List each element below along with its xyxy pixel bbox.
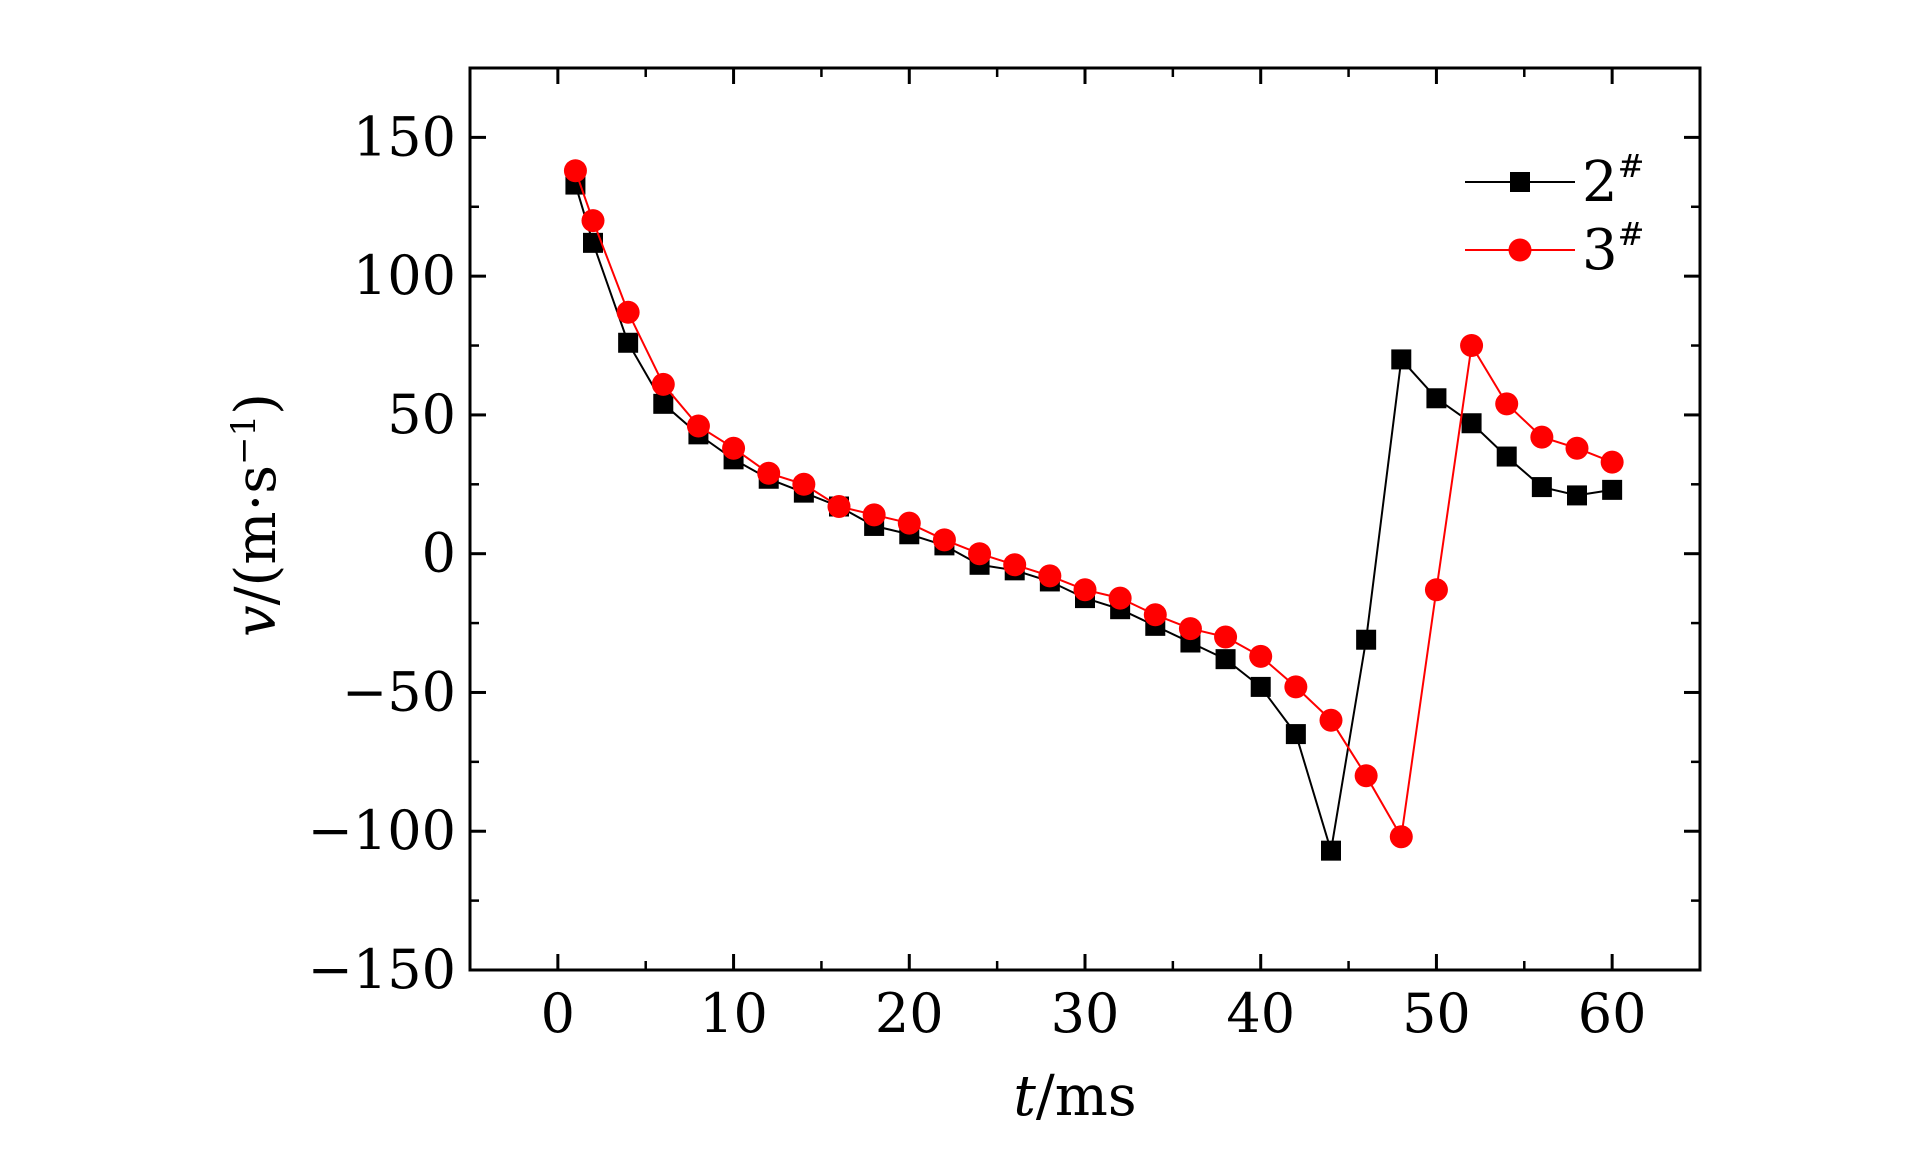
data-point-square xyxy=(618,332,639,353)
data-point-circle xyxy=(1424,578,1448,602)
y-axis-label: v/(m·s−1) xyxy=(224,393,289,637)
data-point-circle xyxy=(722,436,746,460)
x-tick-label: 20 xyxy=(875,982,944,1045)
data-point-square xyxy=(1321,840,1341,861)
x-axis-label-unit: /ms xyxy=(1036,1064,1137,1129)
x-tick-label: 60 xyxy=(1578,982,1647,1045)
data-point-circle xyxy=(616,300,640,324)
y-axis-label-italic: v xyxy=(224,605,289,637)
data-point-square xyxy=(1356,629,1377,650)
data-point-circle xyxy=(686,414,710,438)
plot-border xyxy=(468,66,1702,972)
data-point-circle xyxy=(827,495,851,519)
y-tick-label: 150 xyxy=(353,105,456,168)
data-point-circle xyxy=(932,528,956,552)
legend-label: 2# xyxy=(1582,147,1644,215)
y-axis-label-unit: /(m·s xyxy=(224,465,289,605)
data-point-circle xyxy=(1178,617,1202,641)
data-point-circle xyxy=(1530,425,1554,449)
x-axis-label-italic: t xyxy=(1013,1064,1036,1129)
data-point-circle xyxy=(1249,644,1273,668)
series-2 xyxy=(563,159,1624,849)
legend-label-superscript: # xyxy=(1618,215,1645,253)
x-tick-label: 0 xyxy=(541,982,575,1045)
data-point-circle xyxy=(1108,586,1132,610)
series-1 xyxy=(565,174,1623,861)
data-point-circle xyxy=(757,461,781,485)
data-point-circle xyxy=(792,472,816,496)
legend: 2#3# xyxy=(1465,147,1644,283)
data-point-circle xyxy=(1565,436,1589,460)
x-tick-label: 10 xyxy=(699,982,768,1045)
data-point-square xyxy=(1567,485,1587,506)
data-point-circle xyxy=(1319,708,1343,732)
y-axis-ticks: −150 −100 −50 0 50 100 150 xyxy=(308,66,1700,1001)
data-point-square xyxy=(1602,479,1623,500)
plot-frame xyxy=(468,66,1702,972)
data-point-square xyxy=(1461,413,1482,434)
x-tick-label: 50 xyxy=(1402,982,1471,1045)
data-point-circle xyxy=(968,542,992,566)
data-point-circle xyxy=(1389,825,1413,849)
data-point-square xyxy=(1531,477,1552,498)
y-tick-label: 100 xyxy=(353,244,456,307)
data-point-circle xyxy=(651,372,675,396)
legend-item-1: 2# xyxy=(1465,147,1644,215)
data-point-square xyxy=(1285,724,1306,745)
data-point-square xyxy=(1391,349,1412,370)
x-axis-ticks: 0 10 20 30 40 50 60 xyxy=(468,68,1702,1045)
data-point-square xyxy=(653,393,674,414)
data-point-square xyxy=(1426,388,1447,409)
data-point-square xyxy=(1250,676,1271,697)
x-axis-label: t/ms xyxy=(1013,1064,1136,1129)
legend-marker-circle xyxy=(1508,238,1532,262)
data-point-circle xyxy=(563,159,587,183)
series-line xyxy=(574,170,1613,840)
data-point-circle xyxy=(581,209,605,233)
legend-marker-square xyxy=(1510,172,1530,192)
legend-label-name: 3 xyxy=(1582,218,1618,283)
y-tick-label: −50 xyxy=(342,660,456,723)
y-axis-label-close: ) xyxy=(224,393,289,415)
y-tick-label: −100 xyxy=(308,799,456,862)
series-line xyxy=(574,184,1613,851)
data-point-circle xyxy=(1214,625,1238,649)
x-tick-label: 40 xyxy=(1226,982,1295,1045)
data-point-circle xyxy=(897,511,921,535)
y-tick-label: 0 xyxy=(422,522,456,585)
data-point-square xyxy=(1215,649,1236,670)
y-axis-label-exponent: −1 xyxy=(224,415,264,465)
data-point-circle xyxy=(1284,675,1308,699)
data-point-square xyxy=(1496,446,1517,467)
data-point-circle xyxy=(1354,764,1378,788)
legend-label-superscript: # xyxy=(1618,147,1645,185)
legend-label-name: 2 xyxy=(1582,150,1618,215)
data-point-circle xyxy=(1073,578,1097,602)
data-point-circle xyxy=(1460,334,1484,358)
data-point-circle xyxy=(1600,450,1624,474)
legend-item-2: 3# xyxy=(1465,215,1644,283)
y-tick-label: −150 xyxy=(308,938,456,1001)
data-point-circle xyxy=(1003,553,1027,577)
x-tick-label: 30 xyxy=(1051,982,1120,1045)
data-point-circle xyxy=(862,503,886,527)
data-point-circle xyxy=(1495,392,1519,416)
y-tick-label: 50 xyxy=(387,383,456,446)
data-point-circle xyxy=(1038,564,1062,588)
legend-label: 3# xyxy=(1582,215,1644,283)
series-layer xyxy=(563,159,1624,861)
data-point-square xyxy=(583,232,603,253)
data-point-circle xyxy=(1143,603,1167,627)
